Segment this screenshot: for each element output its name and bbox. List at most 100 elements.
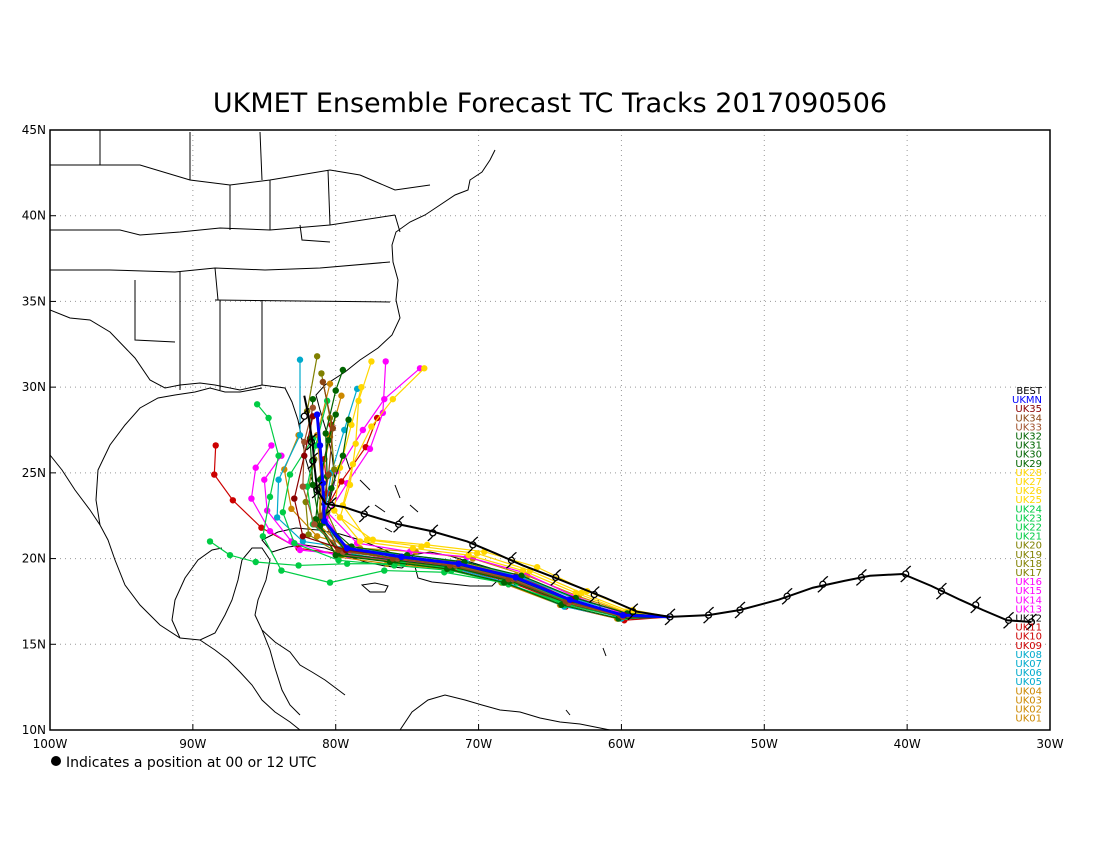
legend-entry: UK11 — [1015, 623, 1042, 634]
track-position-dot — [349, 461, 357, 468]
legend-entry: UK19 — [1015, 550, 1042, 561]
track-position-dot — [311, 521, 318, 528]
hurricane-symbol-icon — [781, 587, 793, 605]
legend-entry: UK25 — [1015, 495, 1042, 506]
track-position-dot — [301, 452, 308, 459]
track-position-dot — [286, 471, 294, 478]
track-position-dot — [206, 538, 214, 545]
x-tick-label: 30W — [1036, 737, 1063, 751]
track-position-dot — [309, 404, 317, 411]
legend: BESTUKMNUK35UK34UK33UK32UK31UK30UK29UK28… — [1012, 386, 1043, 725]
hurricane-symbol-icon — [305, 433, 317, 451]
track-position-dot — [389, 395, 397, 403]
track-position-dot — [332, 411, 339, 418]
hurricane-symbol-icon — [325, 496, 337, 514]
legend-entry: UK28 — [1015, 468, 1042, 479]
track-position-dot — [291, 539, 298, 547]
track-position-dot — [319, 479, 327, 487]
hurricane-symbol-icon — [855, 568, 867, 586]
hurricane-symbol-icon — [467, 536, 479, 554]
x-tick-label: 100W — [33, 737, 68, 751]
yucatan-coastline — [171, 547, 223, 639]
track-position-dot — [368, 358, 375, 365]
legend-entry: UK18 — [1015, 559, 1042, 570]
ensemble-track-line — [319, 424, 671, 621]
track-position-dot — [398, 553, 405, 561]
y-tick-label: 30N — [22, 380, 46, 394]
gulf-north-coastline — [95, 387, 263, 526]
track-position-dot — [299, 483, 307, 490]
hurricane-symbol-icon — [703, 606, 715, 624]
y-tick-label: 20N — [22, 552, 46, 566]
legend-entry: UK10 — [1015, 632, 1042, 643]
track-position-dot — [319, 378, 327, 386]
y-tick-label: 10N — [22, 723, 46, 737]
track-position-dot — [328, 485, 335, 492]
track-position-dot — [338, 478, 345, 485]
track-position-dot — [295, 562, 302, 569]
track-position-dot — [316, 442, 324, 449]
track-position-dot — [455, 560, 462, 567]
legend-entry: UK30 — [1015, 450, 1042, 461]
hurricane-symbol-icon — [970, 596, 982, 614]
legend-entry: UK21 — [1015, 532, 1042, 543]
track-position-dot — [465, 551, 472, 559]
central-america-coastline-east — [261, 629, 301, 716]
y-tick-label: 35N — [22, 294, 46, 308]
track-position-dot — [266, 527, 274, 535]
legend-entry: UK24 — [1015, 504, 1042, 515]
hurricane-symbol-icon — [427, 524, 439, 542]
legend-entry: UK23 — [1015, 513, 1042, 524]
y-tick-label: 25N — [22, 466, 46, 480]
hurricane-symbol-icon — [298, 407, 310, 425]
track-position-dot — [518, 572, 525, 579]
track-position-dot — [325, 471, 332, 478]
map-frame — [49, 129, 1051, 731]
track-position-dot — [512, 574, 519, 581]
track-position-dot — [519, 567, 527, 574]
best-track — [298, 395, 1037, 631]
track-position-dot — [248, 495, 255, 502]
track-position-dot — [288, 505, 295, 513]
track-position-dot — [321, 517, 328, 525]
track-position-dot — [268, 442, 275, 449]
x-tick-label: 90W — [179, 737, 206, 751]
ensemble-track-line — [342, 367, 671, 618]
track-position-dot — [313, 411, 321, 418]
track-position-dot — [253, 401, 261, 408]
track-position-dot — [296, 356, 304, 363]
track-position-dot — [358, 383, 365, 391]
track-position-dot — [326, 579, 334, 586]
legend-entry: UK16 — [1015, 577, 1042, 588]
track-position-dot — [329, 425, 337, 432]
legend-entry: UK34 — [1015, 413, 1042, 424]
track-position-dot — [313, 533, 321, 540]
track-position-dot — [368, 423, 375, 430]
x-tick-label: 60W — [608, 737, 635, 751]
ensemble-track-line — [325, 367, 671, 618]
track-position-dot — [391, 562, 398, 569]
track-position-dot — [382, 358, 389, 365]
legend-entry: UKMN — [1012, 395, 1042, 406]
legend-entry: UK26 — [1015, 486, 1042, 497]
track-position-dot — [501, 579, 508, 586]
legend-entry: UK01 — [1015, 714, 1042, 725]
hurricane-symbol-icon — [734, 601, 746, 619]
track-position-dot — [331, 466, 338, 473]
track-position-dot — [352, 440, 359, 447]
x-tick-label: 40W — [894, 737, 921, 751]
track-position-dot — [312, 515, 319, 523]
track-position-dot — [363, 536, 371, 543]
hurricane-symbol-icon — [307, 452, 319, 470]
hurricane-symbol-icon — [1025, 613, 1037, 631]
track-position-dot — [318, 370, 325, 377]
track-position-dot — [325, 437, 332, 444]
ensemble-track-line — [276, 359, 671, 618]
track-position-dot — [275, 476, 282, 483]
track-position-dot — [418, 543, 425, 550]
track-position-dot — [291, 495, 298, 502]
track-position-dot — [275, 452, 282, 459]
ensemble-tracks — [206, 353, 671, 624]
track-position-dot — [348, 421, 355, 429]
